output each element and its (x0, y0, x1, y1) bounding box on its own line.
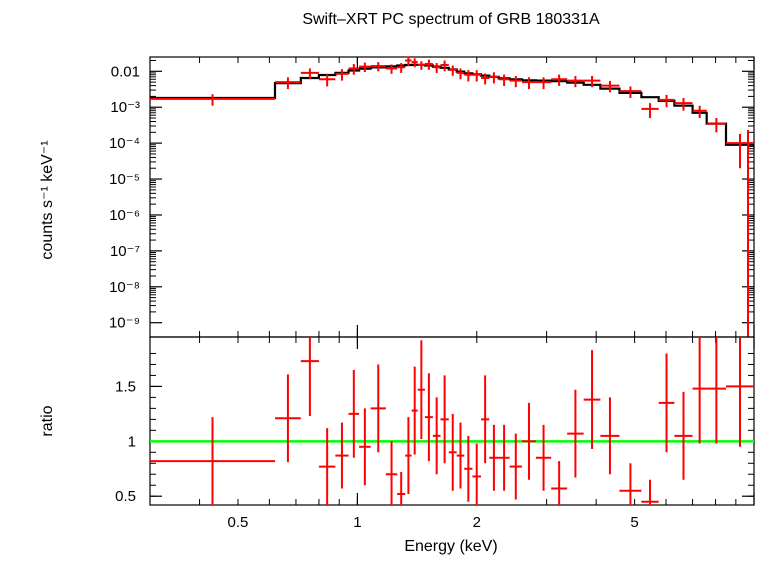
top-y-tick-label: 10⁻⁷ (110, 243, 140, 260)
chart-title: Swift–XRT PC spectrum of GRB 180331A (302, 11, 600, 28)
top-y-tick-label: 0.01 (111, 63, 140, 80)
x-tick-label: 1 (353, 514, 361, 531)
spectrum-panel: 0.01 10⁻³ 10⁻⁴ 10⁻⁵ 10⁻⁶ 10⁻⁷ 10⁻⁸ 10⁻⁹ (109, 56, 755, 338)
ratio-panel: 0.5 1 2 5 0.5 1 1.5 (115, 336, 755, 531)
bottom-frame (149, 336, 755, 506)
bottom-ylabel: ratio (39, 405, 56, 436)
top-y-tick-label: 10⁻⁴ (109, 135, 140, 152)
top-y-tick-label: 10⁻⁹ (109, 315, 140, 332)
x-axis-label: Energy (keV) (404, 538, 497, 555)
top-y-tick-label: 10⁻⁸ (109, 279, 140, 296)
bottom-y-tick-label: 1.5 (115, 378, 136, 395)
top-y-tick-label: 10⁻⁶ (109, 207, 140, 224)
model-step-line (150, 63, 754, 146)
bottom-y-tick-label: 0.5 (115, 488, 136, 505)
x-tick-label: 5 (630, 514, 638, 531)
top-y-tick-label: 10⁻⁵ (109, 171, 140, 188)
top-ylabel: counts s⁻¹ keV⁻¹ (39, 140, 56, 259)
top-y-tick-label: 10⁻³ (110, 99, 140, 116)
bottom-y-tick-label: 1 (128, 433, 136, 450)
x-tick-label: 0.5 (228, 514, 249, 531)
x-tick-label: 2 (473, 514, 481, 531)
